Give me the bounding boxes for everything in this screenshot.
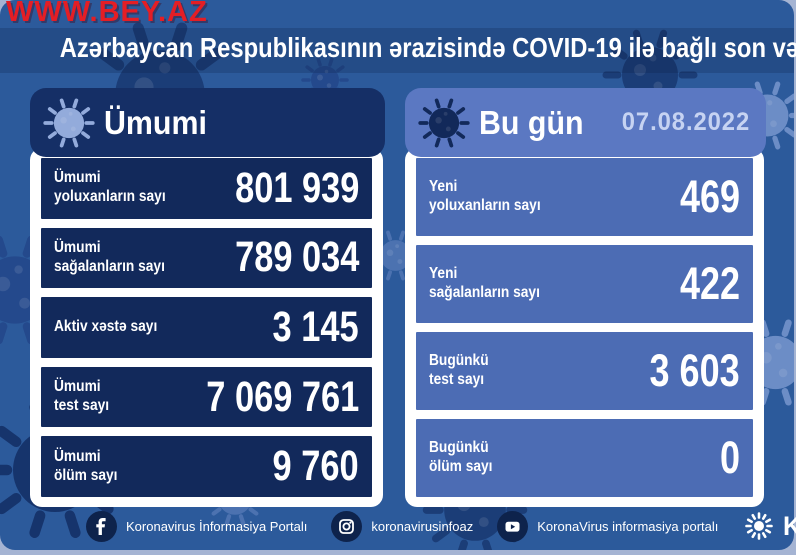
stat-value: 9 760 <box>272 442 359 491</box>
koronavirus-logo: KoronaVirus info <box>742 509 796 543</box>
totals-panel: Ümumi Ümumi yoluxanların sayı 801 939 Üm… <box>30 88 385 507</box>
facebook-link[interactable]: Koronavirus İnformasiya Portalı <box>86 510 308 542</box>
facebook-icon <box>86 510 117 542</box>
stat-row-today-tests: Bugünkü test sayı 3 603 <box>416 332 753 410</box>
instagram-link[interactable]: koronavirusinfoaz <box>331 510 474 542</box>
stat-value: 3 603 <box>649 345 740 396</box>
instagram-label: koronavirusinfoaz <box>371 518 474 534</box>
youtube-label: KoronaVirus informasiya portalı <box>537 518 719 534</box>
stat-value: 469 <box>679 171 740 222</box>
stat-label: Bugünkü ölüm sayı <box>429 439 493 475</box>
stat-row-total-tests: Ümumi test sayı 7 069 761 <box>41 366 372 428</box>
totals-panel-title: Ümumi <box>104 103 207 141</box>
header-band <box>0 28 794 73</box>
stat-value: 3 145 <box>272 302 359 351</box>
stat-label: Aktiv xəstə sayı <box>54 318 158 336</box>
today-panel: Bu gün 07.08.2022 Yeni yoluxanların sayı… <box>405 88 766 507</box>
watermark: WWW.BEY.AZ <box>6 0 208 28</box>
logo-text: KoronaVirus <box>783 511 796 542</box>
today-date: 07.08.2022 <box>621 108 750 136</box>
stat-row-active-cases: Aktiv xəstə sayı 3 145 <box>41 297 372 358</box>
totals-panel-header: Ümumi <box>30 88 385 157</box>
today-panel-title: Bu gün <box>479 103 584 141</box>
stats-panels: Ümumi Ümumi yoluxanların sayı 801 939 Üm… <box>30 88 766 507</box>
totals-panel-body: Ümumi yoluxanların sayı 801 939 Ümumi sa… <box>30 148 383 507</box>
stat-label: Yeni yoluxanların sayı <box>429 178 541 214</box>
stat-row-total-deaths: Ümumi ölüm sayı 9 760 <box>41 436 372 497</box>
stat-row-total-recovered: Ümumi sağalanların sayı 789 034 <box>41 227 372 289</box>
footer: Koronavirus İnformasiya Portalı koronavi… <box>0 506 796 546</box>
stat-label: Bugünkü test sayı <box>429 352 489 388</box>
virus-logo-icon <box>745 512 774 540</box>
stat-value: 0 <box>719 432 740 483</box>
stat-value: 422 <box>679 258 740 309</box>
stat-value: 7 069 761 <box>205 372 359 421</box>
virus-icon <box>418 98 470 147</box>
instagram-icon <box>331 510 363 542</box>
stat-label: Ümumi ölüm sayı <box>54 447 118 484</box>
stat-row-total-infected: Ümumi yoluxanların sayı 801 939 <box>41 158 372 219</box>
today-panel-header: Bu gün 07.08.2022 <box>405 88 766 157</box>
stat-label: Ümumi test sayı <box>54 378 110 415</box>
stat-row-today-deaths: Bugünkü ölüm sayı 0 <box>416 419 753 497</box>
facebook-label: Koronavirus İnformasiya Portalı <box>126 518 308 534</box>
youtube-icon <box>497 510 529 542</box>
today-panel-body: Yeni yoluxanların sayı 469 Yeni sağalanl… <box>405 148 764 507</box>
stat-row-new-recovered: Yeni sağalanların sayı 422 <box>416 245 753 323</box>
virus-icon <box>43 98 95 147</box>
stat-value: 789 034 <box>234 233 359 282</box>
stat-value: 801 939 <box>234 163 359 212</box>
page-title: Azərbaycan Respublikasının ərazisində CO… <box>59 32 796 63</box>
stat-label: Ümumi sağalanların sayı <box>54 239 165 275</box>
youtube-link[interactable]: KoronaVirus informasiya portalı <box>497 510 719 542</box>
stat-row-new-infected: Yeni yoluxanların sayı 469 <box>416 158 753 236</box>
stat-label: Ümumi yoluxanların sayı <box>54 169 166 206</box>
stat-label: Yeni sağalanların sayı <box>429 265 540 301</box>
